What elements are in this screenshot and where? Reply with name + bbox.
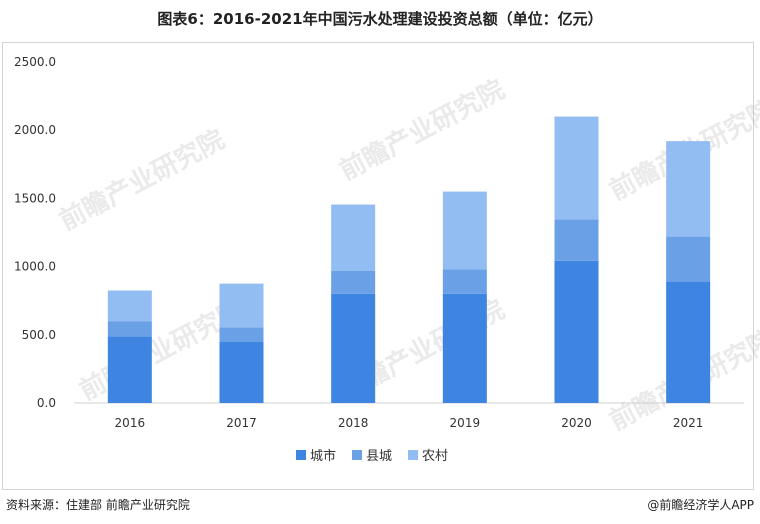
bar-segment [554, 219, 599, 261]
bar-segment [666, 281, 711, 403]
legend-swatch [408, 450, 418, 460]
x-tick-label: 2016 [115, 416, 146, 430]
y-tick-label: 2500.0 [14, 55, 56, 69]
bar-segment [442, 293, 487, 403]
y-tick-label: 1500.0 [14, 191, 56, 205]
legend-label: 农村 [422, 449, 448, 464]
y-tick-label: 2000.0 [14, 123, 56, 137]
bar-segment [331, 270, 376, 294]
axis-layer: 0.0 500.0 1000.0 1500.0 2000.0 2500.0 [14, 55, 744, 410]
x-tick-label: 2019 [450, 416, 481, 430]
bar-segment [107, 321, 152, 337]
x-tick-label: 2021 [673, 416, 704, 430]
x-tick-label: 2017 [226, 416, 257, 430]
legend: 城市 县城 农村 [296, 448, 448, 464]
y-tick-label: 500.0 [22, 328, 56, 342]
chart-title: 图表6：2016-2021年中国污水处理建设投资总额（单位：亿元） [157, 10, 603, 28]
source-note: 资料来源：住建部 前瞻产业研究院 [6, 498, 190, 512]
bar-segment [554, 260, 599, 403]
legend-swatch [296, 450, 306, 460]
credit-note: @前瞻经济学人APP [647, 498, 754, 512]
legend-label: 城市 [310, 448, 336, 464]
y-tick-label: 0.0 [37, 396, 56, 410]
bar-segment [442, 191, 487, 270]
legend-swatch [352, 450, 362, 460]
bar-segment [107, 336, 152, 403]
y-tick-label: 1000.0 [14, 260, 56, 274]
bar-segment [442, 269, 487, 294]
bar-segment [666, 236, 711, 282]
bars-layer [107, 116, 711, 403]
x-tick-label: 2020 [561, 416, 592, 430]
bar-segment [666, 141, 711, 237]
x-tick-label: 2018 [338, 416, 369, 430]
bar-segment [331, 293, 376, 403]
bar-segment [554, 116, 599, 220]
x-tick-labels: 2016 2017 2018 2019 2020 2021 [115, 416, 704, 430]
bar-segment [219, 327, 264, 342]
bar-segment [219, 341, 264, 403]
bar-segment [219, 283, 264, 328]
chart-frame [2, 42, 754, 490]
bar-segment [331, 204, 376, 271]
legend-label: 县城 [366, 449, 392, 464]
bar-segment [107, 290, 152, 322]
